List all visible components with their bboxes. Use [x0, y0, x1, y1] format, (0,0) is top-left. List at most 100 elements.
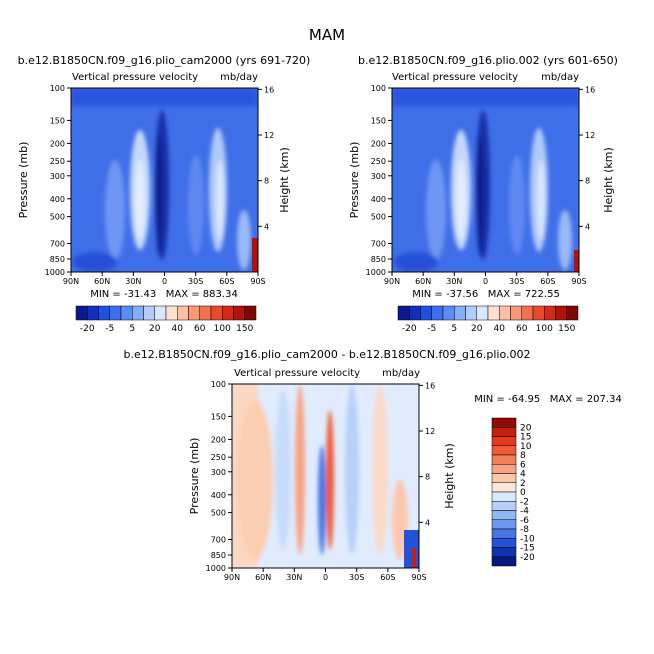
panel-b-sh-core	[537, 160, 545, 240]
panel-c-equator-red	[326, 410, 334, 550]
y-tick-label: 150	[50, 116, 65, 125]
panel-b-field	[392, 88, 579, 272]
panel-b-equator-core	[477, 135, 483, 255]
colorbar-swatch	[420, 305, 432, 321]
x-tick-label: 90S	[411, 573, 426, 582]
colorbar-swatch	[487, 305, 500, 321]
panel-a-ylabel: Pressure (mb)	[17, 142, 30, 219]
colorbar-label: -20	[520, 553, 535, 563]
panel-c-nh-warm	[295, 385, 305, 555]
x-tick-label: 0	[162, 277, 167, 286]
x-tick-label: 90S	[571, 277, 586, 286]
panel-b-stats: MIN = -37.56 MAX = 722.55	[412, 289, 560, 300]
colorbar-swatch	[491, 417, 517, 428]
colorbar-label: 150	[236, 324, 253, 334]
y-tick-label: 200	[50, 139, 65, 148]
colorbar-label: 15	[520, 433, 531, 443]
y-tick-label: 1000	[366, 268, 386, 277]
x-tick-label: 90N	[63, 277, 79, 286]
panel-b-polar-surface	[574, 250, 579, 272]
colorbar-label: -20	[80, 324, 95, 334]
panel-b-subtitle-left: Vertical pressure velocity	[392, 72, 518, 83]
colorbar-label: 20	[471, 324, 483, 334]
x-tick-label: 60N	[415, 277, 431, 286]
colorbar-label: -4	[520, 507, 529, 517]
colorbar-swatch	[409, 305, 421, 321]
y-tick-label: 200	[371, 139, 386, 148]
panel-a-colorbar: -20 -5 5 20 40 60 100 150	[75, 305, 257, 334]
panel-a-equator-core	[156, 135, 162, 255]
colorbar-swatch	[491, 464, 517, 474]
panel-b-nh-mid	[426, 160, 446, 260]
y-tick-label: 700	[50, 239, 65, 248]
y-tick-label: 100	[371, 84, 386, 93]
colorbar-label: -8	[520, 525, 529, 535]
y-right-tick-label: 8	[585, 177, 590, 186]
y-right-tick-label: 8	[425, 473, 430, 482]
colorbar-swatch	[120, 305, 133, 321]
y-right-tick-label: 12	[425, 427, 435, 436]
colorbar-label: -5	[427, 324, 436, 334]
panel-c-nh-cool	[275, 390, 291, 550]
panel-b-title: b.e12.B1850CN.f09_g16.plio.002 (yrs 601-…	[358, 54, 618, 67]
x-tick-label: 30S	[188, 277, 203, 286]
colorbar-label: -15	[520, 544, 535, 554]
colorbar-swatch	[491, 491, 517, 502]
colorbar-swatch	[109, 305, 122, 321]
colorbar-label: 8	[520, 451, 526, 461]
y-tick-label: 700	[371, 239, 386, 248]
colorbar-label: 5	[129, 324, 135, 334]
colorbar-swatch	[555, 305, 567, 321]
colorbar-swatch	[491, 547, 517, 557]
panel-a-ylabel-right: Height (km)	[278, 147, 291, 213]
y-tick-label: 200	[211, 435, 226, 444]
y-right-tick-label: 4	[425, 518, 430, 527]
x-tick-label: 0	[483, 277, 488, 286]
y-tick-label: 400	[211, 491, 226, 500]
colorbar-label: 150	[558, 324, 575, 334]
panel-a-title: b.e12.B1850CN.f09_g16.plio_cam2000 (yrs …	[18, 54, 311, 67]
y-tick-label: 300	[371, 172, 386, 181]
y-tick-label: 700	[211, 535, 226, 544]
panel-b: b.e12.B1850CN.f09_g16.plio.002 (yrs 601-…	[348, 54, 618, 334]
x-tick-label: 60N	[255, 573, 271, 582]
panel-a-sh-mid	[188, 155, 204, 255]
y-tick-label: 300	[211, 468, 226, 477]
panel-c-axes: 100 150 200 250 300 400 500 700 850 1000 4 8 12 16 90N…	[206, 380, 436, 582]
colorbar-swatch	[491, 436, 517, 446]
panel-c-north-mid	[237, 400, 273, 560]
colorbar-swatch	[132, 305, 144, 321]
colorbar-label: 20	[149, 324, 161, 334]
panel-a-upper-band	[71, 88, 258, 106]
colorbar-swatch	[397, 305, 410, 321]
colorbar-swatch	[465, 305, 477, 321]
colorbar-swatch	[491, 445, 517, 456]
season-title: MAM	[309, 26, 345, 44]
colorbar-swatch	[177, 305, 189, 321]
panel-c-polar-surface	[404, 530, 419, 568]
colorbar-label: 40	[494, 324, 506, 334]
y-tick-label: 250	[371, 157, 386, 166]
y-tick-label: 500	[371, 213, 386, 222]
panel-c-ylabel-right: Height (km)	[443, 443, 456, 509]
y-tick-label: 250	[50, 157, 65, 166]
y-right-tick-label: 16	[425, 381, 435, 390]
colorbar-swatch	[521, 305, 534, 321]
panel-a: b.e12.B1850CN.f09_g16.plio_cam2000 (yrs …	[17, 54, 310, 334]
y-tick-label: 1000	[206, 564, 226, 573]
colorbar-label: 40	[172, 324, 184, 334]
colorbar-swatch	[491, 501, 517, 511]
panel-c-ylabel: Pressure (mb)	[188, 438, 201, 515]
panel-b-sh-mid	[509, 155, 525, 255]
colorbar-swatch	[87, 305, 99, 321]
y-tick-label: 500	[50, 213, 65, 222]
colorbar-label: 100	[214, 324, 231, 334]
colorbar-label: 0	[520, 488, 526, 498]
colorbar-swatch	[222, 305, 234, 321]
colorbar-swatch	[165, 305, 178, 321]
colorbar-label: 6	[520, 460, 526, 470]
colorbar-swatch	[476, 305, 489, 321]
panel-b-nh-descent-core	[456, 160, 466, 240]
panel-c-subtitle-left: Vertical pressure velocity	[234, 368, 360, 379]
panel-b-ylabel: Pressure (mb)	[348, 142, 361, 219]
